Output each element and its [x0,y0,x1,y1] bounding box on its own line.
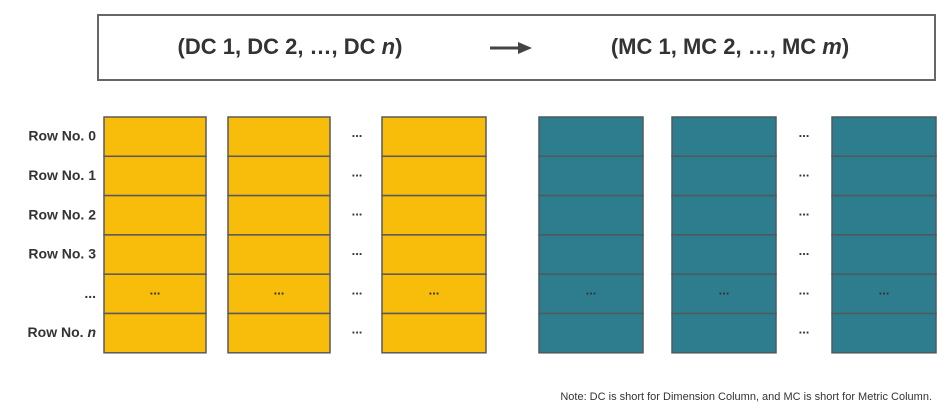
cell-ellipsis: ... [586,282,597,297]
cell [381,234,487,275]
header-left-close: ) [395,34,402,59]
row-label: ... [84,285,96,301]
cell [381,312,487,354]
cell [671,155,777,197]
cell [538,194,644,236]
cell [103,116,207,158]
cell [381,194,487,236]
row-label-text: Row No. 3 [28,245,96,261]
column-gap-ellipsis: ... [352,243,363,258]
cell [831,312,937,354]
cell-ellipsis: ... [429,282,440,297]
cell [381,155,487,197]
arrow [490,42,532,54]
row-label-text: Row No. 2 [28,206,96,222]
cell [538,155,644,197]
cell [103,312,207,354]
cell [831,273,937,315]
cell [671,116,777,158]
cell [227,116,331,158]
row-label: Row No. 3 [28,245,96,261]
cell [831,155,937,197]
column-gap-ellipsis: ... [799,204,810,219]
column-gap-ellipsis: ... [799,125,810,140]
cell [671,312,777,354]
cell [381,116,487,158]
cell [381,273,487,315]
cell-ellipsis: ... [274,282,285,297]
row-label-text: ... [84,285,96,301]
row-label: Row No. 0 [28,127,96,143]
column-gap-ellipsis: ... [799,282,810,297]
cell [538,116,644,158]
header-right-close: ) [842,34,849,59]
column-gap-ellipsis: ... [352,282,363,297]
header-right-var: m [822,34,842,59]
cell [227,273,331,315]
cell [227,234,331,275]
note: Note: DC is short for Dimension Column, … [560,391,932,403]
column-gap-ellipsis: ... [799,322,810,337]
header-left-text: (DC 1, DC 2, …, DC [178,34,382,59]
cell-ellipsis: ... [879,282,890,297]
cell [103,273,207,315]
cell [227,312,331,354]
cell [538,273,644,315]
cell [671,273,777,315]
cell [671,234,777,275]
row-label-text: Row No. [28,324,88,340]
cell [831,116,937,158]
header-right: (MC 1, MC 2, …, MC m) [611,34,849,59]
cell-ellipsis: ... [150,282,161,297]
cell [103,234,207,275]
cell [831,194,937,236]
cell [671,194,777,236]
row-label: Row No. 2 [28,206,96,222]
cell [227,155,331,197]
row-label-text: Row No. 0 [28,127,96,143]
row-label-text: Row No. 1 [28,167,96,183]
cell [103,155,207,197]
column-gap-ellipsis: ... [352,322,363,337]
header-left: (DC 1, DC 2, …, DC n) [178,34,403,59]
cell [538,312,644,354]
column-gap-ellipsis: ... [799,243,810,258]
column-gap-ellipsis: ... [799,164,810,179]
row-label: Row No. n [28,324,96,340]
column-gap-ellipsis: ... [352,204,363,219]
cell [831,234,937,275]
cell [103,194,207,236]
column-gap-ellipsis: ... [352,125,363,140]
cell [227,194,331,236]
cell [538,234,644,275]
row-label: Row No. 1 [28,167,96,183]
column-gap-ellipsis: ... [352,164,363,179]
header-left-var: n [382,34,395,59]
header-right-text: (MC 1, MC 2, …, MC [611,34,822,59]
row-label-var: n [87,324,96,340]
cell-ellipsis: ... [719,282,730,297]
